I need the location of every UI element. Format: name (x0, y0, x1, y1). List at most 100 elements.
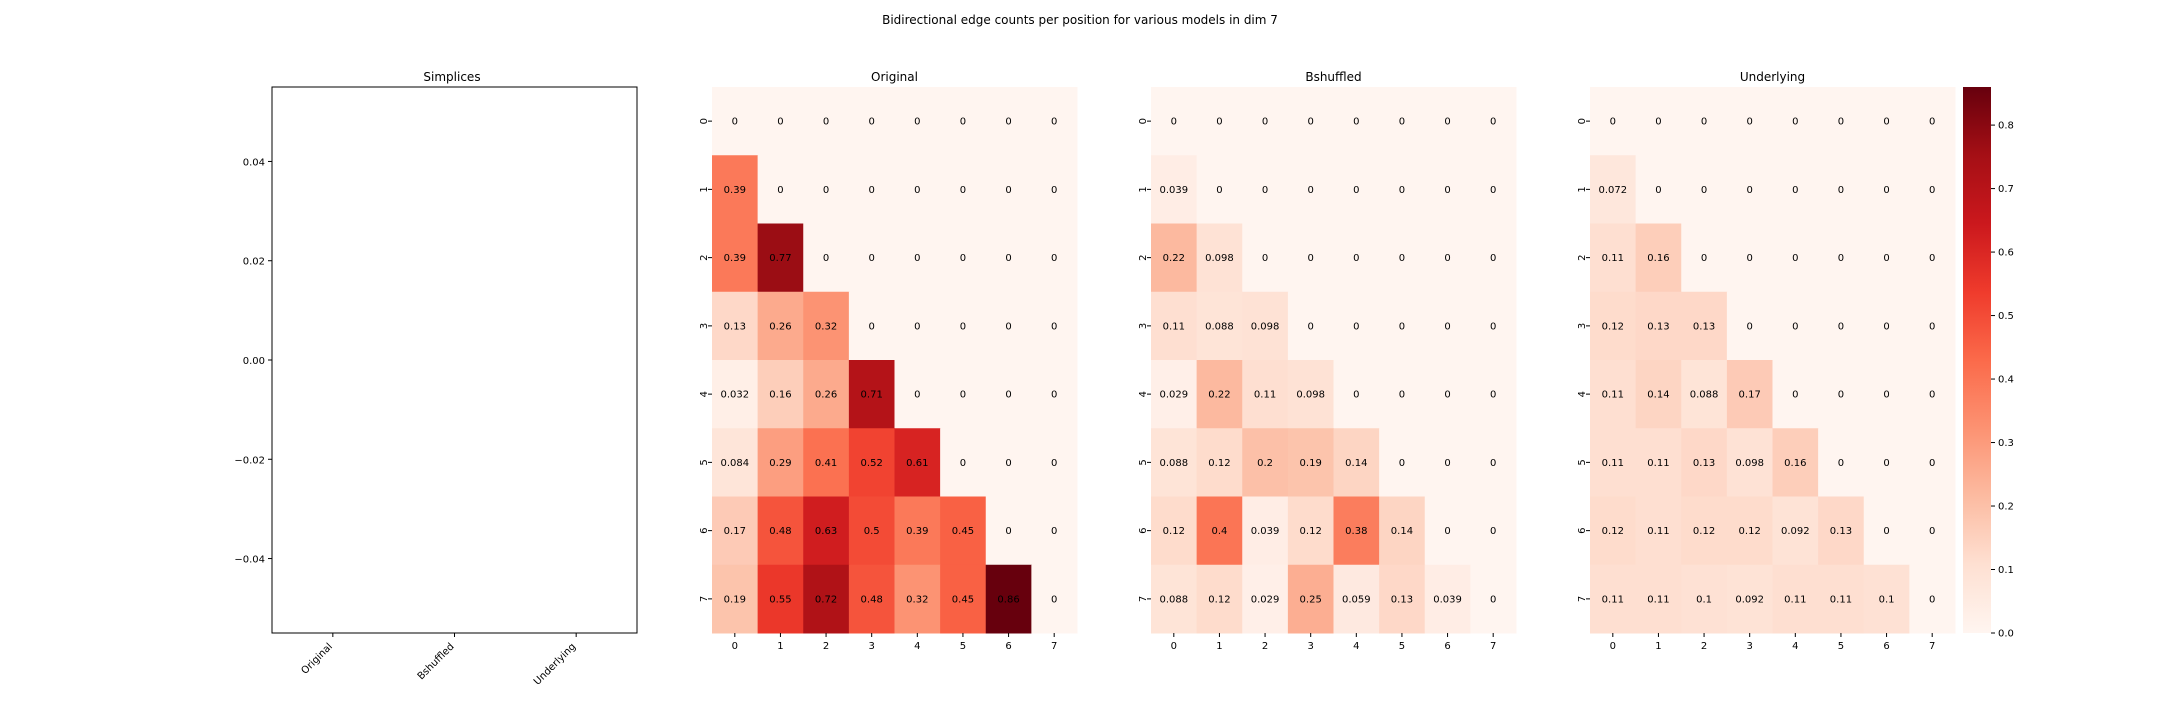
heatmap-ytick-label: 6 (1577, 527, 1588, 533)
heatmap-cell (894, 428, 941, 497)
heatmap-cell-label: 0 (1490, 253, 1496, 264)
heatmap-xtick-label: 1 (777, 641, 783, 652)
heatmap-cell (1151, 155, 1198, 224)
heatmap-cell (1681, 360, 1728, 429)
heatmap-cell-label: 0 (869, 117, 875, 128)
heatmap-cell-label: 0.039 (1159, 185, 1188, 196)
heatmap-cell (1151, 87, 1198, 156)
heatmap-cell (1031, 360, 1078, 429)
heatmap-cell (1333, 291, 1380, 361)
heatmap-cell (1031, 291, 1078, 361)
heatmap-cell-label: 0 (1353, 253, 1359, 264)
heatmap-cell (1772, 155, 1819, 224)
heatmap-cell (848, 564, 895, 634)
heatmap-cell-label: 0 (1883, 526, 1889, 537)
heatmap-cell (1726, 291, 1773, 361)
heatmap-ytick-label: 0 (699, 118, 710, 124)
heatmap-ytick-label: 1 (699, 186, 710, 192)
heatmap-cell-label: 0.084 (720, 458, 749, 469)
heatmap-cell-label: 0 (1005, 321, 1011, 332)
heatmap-cell (803, 155, 850, 224)
heatmap-cell-label: 0 (1444, 253, 1450, 264)
heatmap-cell-label: 0 (1444, 458, 1450, 469)
heatmap-cell-label: 0.19 (724, 594, 746, 605)
heatmap-cell (985, 291, 1032, 361)
heatmap-cell (1681, 496, 1728, 566)
heatmap-cell (1379, 87, 1426, 156)
heatmap-cell (1470, 223, 1517, 293)
heatmap-cell-label: 0.088 (1205, 321, 1234, 332)
heatmap-cell-label: 0 (1051, 594, 1057, 605)
heatmap-xtick-label: 3 (1308, 641, 1314, 652)
heatmap-cell-label: 0 (732, 117, 738, 128)
heatmap-cell-label: 0.55 (769, 594, 791, 605)
heatmap-cell (712, 223, 759, 293)
heatmap-cell-label: 0.1 (1696, 594, 1712, 605)
heatmap-cell-label: 0 (960, 253, 966, 264)
heatmap-cell-label: 0.77 (769, 253, 791, 264)
heatmap-cell-label: 0.11 (1602, 253, 1624, 264)
heatmap-cell-label: 0.71 (861, 390, 883, 401)
heatmap-cell (1196, 428, 1243, 497)
heatmap-cell-label: 0 (1838, 321, 1844, 332)
heatmap-cell-label: 0.39 (724, 253, 746, 264)
heatmap-cell-label: 0 (1051, 253, 1057, 264)
heatmap-cell (1681, 87, 1728, 156)
heatmap-cell (1151, 564, 1198, 634)
heatmap-xtick-label: 0 (1610, 641, 1616, 652)
heatmap-cell (757, 87, 804, 156)
heatmap-cell (1333, 155, 1380, 224)
heatmap-cell (1772, 496, 1819, 566)
heatmap-cell (1726, 428, 1773, 497)
heatmap-ytick-label: 2 (1138, 254, 1149, 260)
heatmap-cell (1681, 564, 1728, 634)
colorbar-tick-label: 0.3 (1998, 438, 2014, 449)
heatmap-cell-label: 0.86 (997, 594, 1019, 605)
heatmap-cell (803, 564, 850, 634)
heatmap-cell (1242, 87, 1289, 156)
heatmap-ytick-label: 5 (1138, 459, 1149, 465)
simplices-ytick-label: 0.00 (243, 356, 265, 367)
heatmap-cell (1863, 428, 1910, 497)
heatmap-cell (894, 155, 941, 224)
heatmap-cell (712, 360, 759, 429)
heatmap-cell (985, 155, 1032, 224)
heatmap-cell (1863, 564, 1910, 634)
heatmap-xtick-label: 5 (960, 641, 966, 652)
heatmap-cell (1196, 360, 1243, 429)
heatmap-cell (1726, 87, 1773, 156)
heatmap-cell (1379, 291, 1426, 361)
heatmap-cell-label: 0.11 (1784, 594, 1806, 605)
simplices-ytick-label: 0.04 (243, 157, 265, 168)
heatmap-cell-label: 0.12 (1739, 526, 1761, 537)
heatmap-cell (1151, 291, 1198, 361)
heatmap-cell (712, 496, 759, 566)
heatmap-ytick-label: 4 (1138, 391, 1149, 397)
heatmap-cell-label: 0.11 (1647, 526, 1669, 537)
heatmap-cell-label: 0 (1490, 185, 1496, 196)
heatmap-cell-label: 0 (960, 117, 966, 128)
heatmap-cell (848, 291, 895, 361)
heatmap-cell-label: 0.12 (1208, 458, 1230, 469)
heatmap-cell-label: 0 (1701, 253, 1707, 264)
heatmap-ytick-label: 7 (1138, 596, 1149, 602)
heatmap-cell-label: 0.11 (1254, 390, 1276, 401)
heatmap-cell-label: 0.26 (815, 390, 837, 401)
heatmap-cell-label: 0.16 (769, 390, 791, 401)
heatmap-ytick-label: 7 (699, 596, 710, 602)
heatmap-title: Bshuffled (1305, 70, 1361, 84)
heatmap-cell (1590, 155, 1637, 224)
heatmap-cell-label: 0.22 (1163, 253, 1185, 264)
heatmap-cell (1818, 291, 1865, 361)
heatmap-cell-label: 0.13 (1693, 458, 1715, 469)
heatmap-cell-label: 0.11 (1602, 594, 1624, 605)
heatmap-cell (1726, 155, 1773, 224)
heatmap-cell-label: 0.32 (906, 594, 928, 605)
heatmap-cell-label: 0 (1929, 390, 1935, 401)
heatmap-cell (1151, 223, 1198, 293)
heatmap-cell (985, 360, 1032, 429)
heatmap-cell (1196, 564, 1243, 634)
heatmap-cell-label: 0.26 (769, 321, 791, 332)
heatmap-cell (1590, 496, 1637, 566)
